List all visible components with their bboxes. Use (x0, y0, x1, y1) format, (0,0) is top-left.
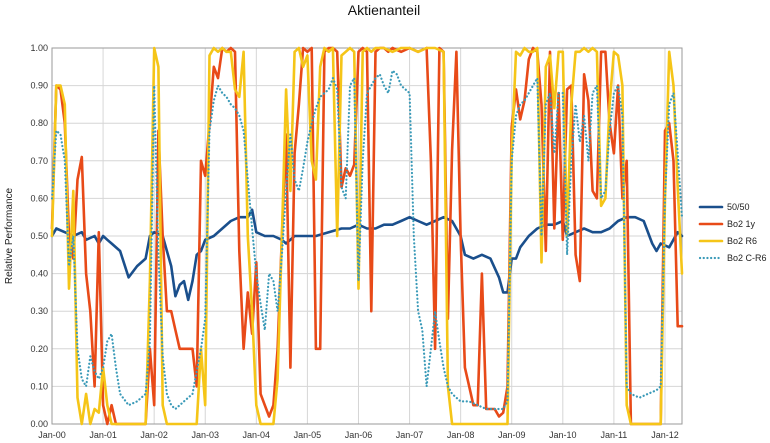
y-tick-label: 1.00 (30, 43, 48, 53)
x-tick-label: Jan-10 (549, 430, 577, 440)
y-tick-label: 0.60 (30, 193, 48, 203)
x-axis-ticks: Jan-00 Jan-01 Jan-02 Jan-03 Jan-04 Jan-05 Jan-… (38, 430, 679, 440)
y-tick-label: 0.90 (30, 81, 48, 91)
series-line (50, 69, 684, 411)
x-tick-label: Jan-04 (243, 430, 271, 440)
series-line (50, 208, 684, 302)
x-tick-label: Jan-05 (294, 430, 322, 440)
y-tick-label: 0.70 (30, 156, 48, 166)
x-tick-label: Jan-03 (191, 430, 219, 440)
x-tick-label: Jan-02 (140, 430, 168, 440)
y-axis-ticks: 0.00 0.10 0.20 0.30 0.40 0.50 0.60 0.70 0.80 0.90… (30, 43, 48, 429)
chart-title: Aktienanteil (348, 2, 420, 18)
series-line (50, 46, 684, 426)
y-tick-label: 0.50 (30, 231, 48, 241)
x-tick-label: Jan-08 (447, 430, 475, 440)
series-lines (50, 46, 684, 426)
y-axis-label: Relative Performance (4, 187, 15, 284)
y-tick-label: 0.30 (30, 306, 48, 316)
legend-label: 50/50 (727, 202, 750, 212)
x-tick-label: Jan-00 (38, 430, 66, 440)
x-tick-label: Jan-07 (396, 430, 424, 440)
y-tick-label: 0.80 (30, 118, 48, 128)
legend-label: Bo2 1y (727, 219, 756, 229)
legend-label: Bo2 C-R6 (727, 253, 767, 263)
legend: 50/50 Bo2 1y Bo2 R6 Bo2 C-R6 (698, 202, 767, 263)
y-tick-label: 0.40 (30, 269, 48, 279)
x-tick-label: Jan-12 (651, 430, 679, 440)
y-tick-label: 0.00 (30, 419, 48, 429)
legend-label: Bo2 R6 (727, 236, 757, 246)
y-tick-label: 0.20 (30, 344, 48, 354)
x-tick-label: Jan-06 (345, 430, 373, 440)
x-tick-label: Jan-09 (498, 430, 526, 440)
series-line (50, 46, 684, 426)
x-tick-label: Jan-01 (89, 430, 117, 440)
y-tick-label: 0.10 (30, 381, 48, 391)
x-tick-label: Jan-11 (600, 430, 627, 440)
